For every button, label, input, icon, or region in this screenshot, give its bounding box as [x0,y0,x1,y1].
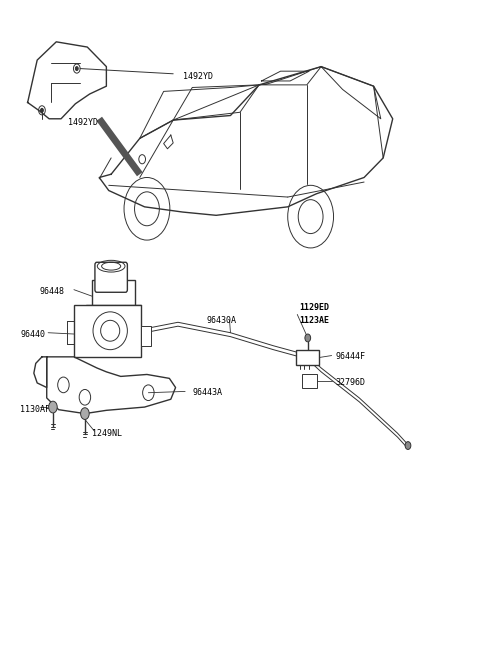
Text: 1123AE: 1123AE [300,316,330,326]
FancyBboxPatch shape [302,375,317,388]
Text: 96443A: 96443A [192,388,222,397]
Circle shape [40,108,43,112]
Text: 1492YD: 1492YD [183,72,213,81]
FancyBboxPatch shape [92,280,135,305]
FancyBboxPatch shape [141,326,151,346]
Text: 32796D: 32796D [336,379,365,388]
FancyBboxPatch shape [296,350,319,365]
Text: 96444F: 96444F [336,352,365,362]
Circle shape [75,67,78,71]
Polygon shape [47,357,176,413]
Text: 96430A: 96430A [206,316,237,326]
Circle shape [81,407,89,419]
Text: 1492YD: 1492YD [68,117,98,126]
Polygon shape [34,357,47,388]
FancyBboxPatch shape [74,305,141,357]
Text: 96440: 96440 [21,329,46,339]
Circle shape [405,441,411,449]
Text: 96448: 96448 [39,287,65,296]
Text: 1249NL: 1249NL [92,428,122,438]
Circle shape [305,334,311,342]
Text: 1129ED: 1129ED [300,303,330,312]
Text: 1130AF: 1130AF [21,405,50,413]
FancyBboxPatch shape [95,262,127,292]
Circle shape [48,402,57,413]
